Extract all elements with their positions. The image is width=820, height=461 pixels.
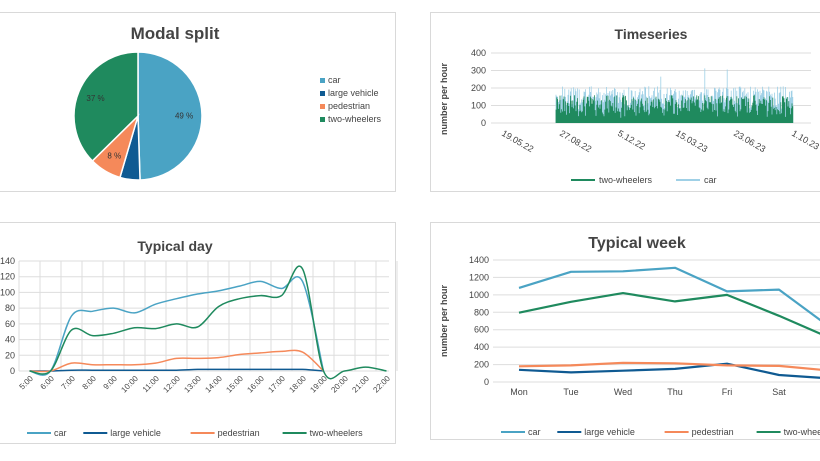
typical-day-series-two-wheelers [29, 265, 387, 380]
typical-day-legend-entry-large-vehicle: large vehicle [110, 428, 161, 438]
typical-week-y-tick-label: 200 [474, 360, 489, 370]
typical-day-x-tick-label: 15:00 [224, 374, 245, 395]
typical-day-x-tick-label: 16:00 [245, 374, 266, 395]
typical-week-series-pedestrian [518, 361, 820, 371]
timeseries-title: Timeseries [615, 26, 688, 42]
typical-day-x-tick-label: 20:00 [329, 374, 350, 395]
typical-week-y-tick-label: 600 [474, 325, 489, 335]
typical-day-y-tick-label: 140 [0, 256, 15, 266]
typical-day-y-tick-label: 60 [5, 319, 15, 329]
typical-day-x-tick-label: 9:00 [102, 374, 120, 392]
typical-day-legend-entry-pedestrian: pedestrian [218, 428, 260, 438]
typical-day-y-tick-label: 20 [5, 350, 15, 360]
typical-day-series-large-vehicle [29, 368, 324, 372]
timeseries-y-tick-label: 200 [471, 83, 486, 93]
typical-week-chart: Typical week number per hour 0 200 400 600 8… [439, 235, 820, 437]
typical-week-x-tick-label: Mon [510, 387, 528, 397]
pie-slice-two-wheelers [73, 51, 139, 162]
typical-day-x-tick-label: 8:00 [81, 374, 99, 392]
typical-week-x-tick-label: Wed [614, 387, 632, 397]
typical-day-x-tick-label: 22:00 [371, 374, 392, 395]
pie-legend-swatch-two-wheelers [320, 117, 325, 122]
typical-day-series-pedestrian [29, 349, 325, 373]
typical-week-y-tick-label: 400 [474, 342, 489, 352]
typical-day-x-tick-label: 11:00 [141, 374, 161, 394]
pie-slice-car [137, 51, 203, 181]
timeseries-legend-entry-two-wheelers: two-wheelers [599, 175, 653, 185]
typical-week-legend-entry-two-wheelers: two-wheelers [784, 427, 820, 437]
timeseries-series-two-wheelers [555, 95, 794, 123]
typical-day-x-tick-label: 21:00 [350, 374, 371, 395]
typical-week-x-tick-label: Sat [772, 387, 786, 397]
typical-day-legend-entry-car: car [54, 428, 67, 438]
modal-split-chart: Modal split 49 % 8 % 37 % car large vehicle… [73, 24, 382, 181]
typical-week-legend-entry-pedestrian: pedestrian [692, 427, 734, 437]
typical-day-x-tick-label: 14:00 [203, 374, 224, 395]
timeseries-y-tick-label: 100 [471, 101, 486, 111]
typical-week-series-car [518, 266, 820, 322]
timeseries-x-tick-label: 27.08.22 [558, 128, 593, 154]
typical-day-y-tick-label: 100 [0, 287, 15, 297]
typical-week-y-tick-label: 800 [474, 307, 489, 317]
typical-week-y-axis-label: number per hour [439, 285, 449, 358]
typical-week-panel: Typical week number per hour 0 200 400 600 8… [430, 222, 820, 440]
timeseries-chart: Timeseries number per hour 0 100 200 300 400… [439, 26, 820, 185]
typical-day-y-tick-label: 120 [0, 272, 15, 282]
typical-week-legend-entry-car: car [528, 427, 541, 437]
typical-week-x-tick-label: Thu [667, 387, 683, 397]
typical-day-legend-entry-two-wheelers: two-wheelers [310, 428, 364, 438]
typical-week-legend-entry-large-vehicle: large vehicle [584, 427, 635, 437]
typical-week-x-tick-label: Tue [563, 387, 578, 397]
timeseries-legend-entry-car: car [704, 175, 717, 185]
typical-week-y-tick-label: 1200 [469, 272, 489, 282]
typical-day-panel: Typical day 0 20 40 60 80 100 120 140 5:00 6:00 7:… [0, 222, 398, 444]
modal-split-title: Modal split [131, 24, 220, 43]
pie-value-label-pedestrian: 8 % [107, 152, 121, 161]
typical-day-chart: Typical day 0 20 40 60 80 100 120 140 5:00 6:00 7:… [0, 238, 398, 438]
typical-day-x-tick-label: 6:00 [39, 374, 57, 392]
timeseries-y-tick-label: 0 [481, 118, 486, 128]
typical-week-title: Typical week [588, 235, 686, 252]
typical-day-y-tick-label: 80 [5, 303, 15, 313]
typical-week-series-large-vehicle [518, 362, 820, 379]
modal-split-panel: Modal split 49 % 8 % 37 % car large vehicle… [0, 12, 396, 192]
pie-legend-swatch-car [320, 78, 325, 83]
timeseries-y-tick-label: 300 [471, 66, 486, 76]
typical-week-y-tick-label: 1400 [469, 255, 489, 265]
timeseries-panel: Timeseries number per hour 0 100 200 300 400… [430, 12, 820, 192]
typical-week-series-two-wheelers [518, 292, 820, 335]
timeseries-x-tick-label: 1.10.23 [790, 128, 820, 152]
typical-day-y-tick-label: 40 [5, 335, 15, 345]
typical-day-x-tick-label: 18:00 [287, 374, 308, 395]
timeseries-x-tick-label: 19.05.22 [500, 128, 535, 154]
pie-legend-entry-two-wheelers: two-wheelers [328, 114, 382, 124]
timeseries-y-axis-label: number per hour [439, 63, 449, 136]
timeseries-y-tick-label: 400 [471, 48, 486, 58]
typical-day-x-tick-label: 12:00 [161, 374, 182, 395]
typical-day-x-tick-label: 10:00 [119, 374, 140, 395]
pie-legend-entry-pedestrian: pedestrian [328, 101, 370, 111]
typical-day-x-tick-label: 17:00 [266, 374, 287, 395]
timeseries-x-tick-label: 5.12.22 [616, 128, 647, 152]
typical-day-x-tick-label: 13:00 [182, 374, 203, 395]
typical-week-x-tick-label: Fri [722, 387, 733, 397]
typical-day-title: Typical day [137, 238, 212, 254]
typical-day-series-car [29, 275, 325, 376]
typical-day-x-tick-label: 5:00 [18, 374, 36, 392]
pie-legend-entry-large-vehicle: large vehicle [328, 88, 379, 98]
pie-legend-swatch-large-vehicle [320, 91, 325, 96]
typical-week-y-tick-label: 0 [484, 377, 489, 387]
timeseries-x-tick-label: 23.06.23 [732, 128, 767, 154]
pie-legend-swatch-pedestrian [320, 104, 325, 109]
typical-day-y-tick-label: 0 [10, 366, 15, 376]
typical-week-y-tick-label: 1000 [469, 290, 489, 300]
typical-day-x-tick-label: 7:00 [60, 374, 78, 392]
pie-legend-entry-car: car [328, 75, 341, 85]
timeseries-x-tick-label: 15.03.23 [674, 128, 709, 154]
pie-value-label-two-wheelers: 37 % [86, 94, 104, 103]
pie-value-label-car: 49 % [175, 111, 193, 120]
